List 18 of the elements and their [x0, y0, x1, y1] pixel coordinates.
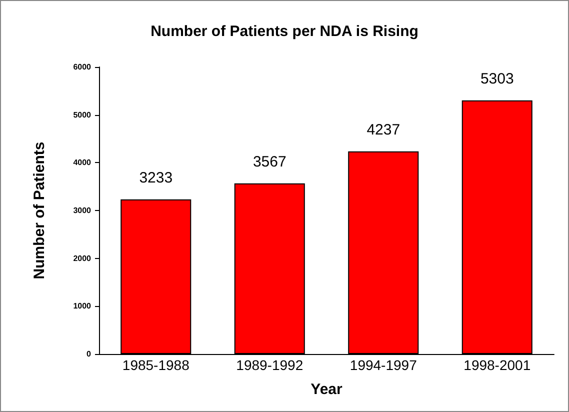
y-tick-label: 4000: [73, 158, 92, 168]
y-tick-label: 2000: [73, 254, 92, 263]
y-tick-label: 3000: [73, 206, 92, 215]
y-tick-label: 6000: [73, 62, 92, 72]
x-tick-label: 1985-1988: [122, 357, 190, 373]
data-label: 5303: [480, 70, 514, 88]
y-tick-label: 0: [86, 350, 92, 358]
y-axis-title: Number of Patients: [31, 142, 48, 280]
data-label: 3567: [252, 153, 286, 170]
data-label: 3233: [139, 169, 173, 186]
x-axis-title: Year: [310, 381, 343, 398]
y-tick-label: 5000: [73, 110, 92, 120]
x-tick-label: 1994-1997: [350, 357, 418, 373]
x-tick-label: 1998-2001: [464, 357, 531, 373]
chart-title: Number of Patients per NDA is Rising: [150, 23, 418, 40]
x-tick-label: 1989-1992: [236, 357, 304, 373]
data-label: 4237: [366, 121, 400, 138]
y-tick-label: 1000: [73, 302, 92, 311]
